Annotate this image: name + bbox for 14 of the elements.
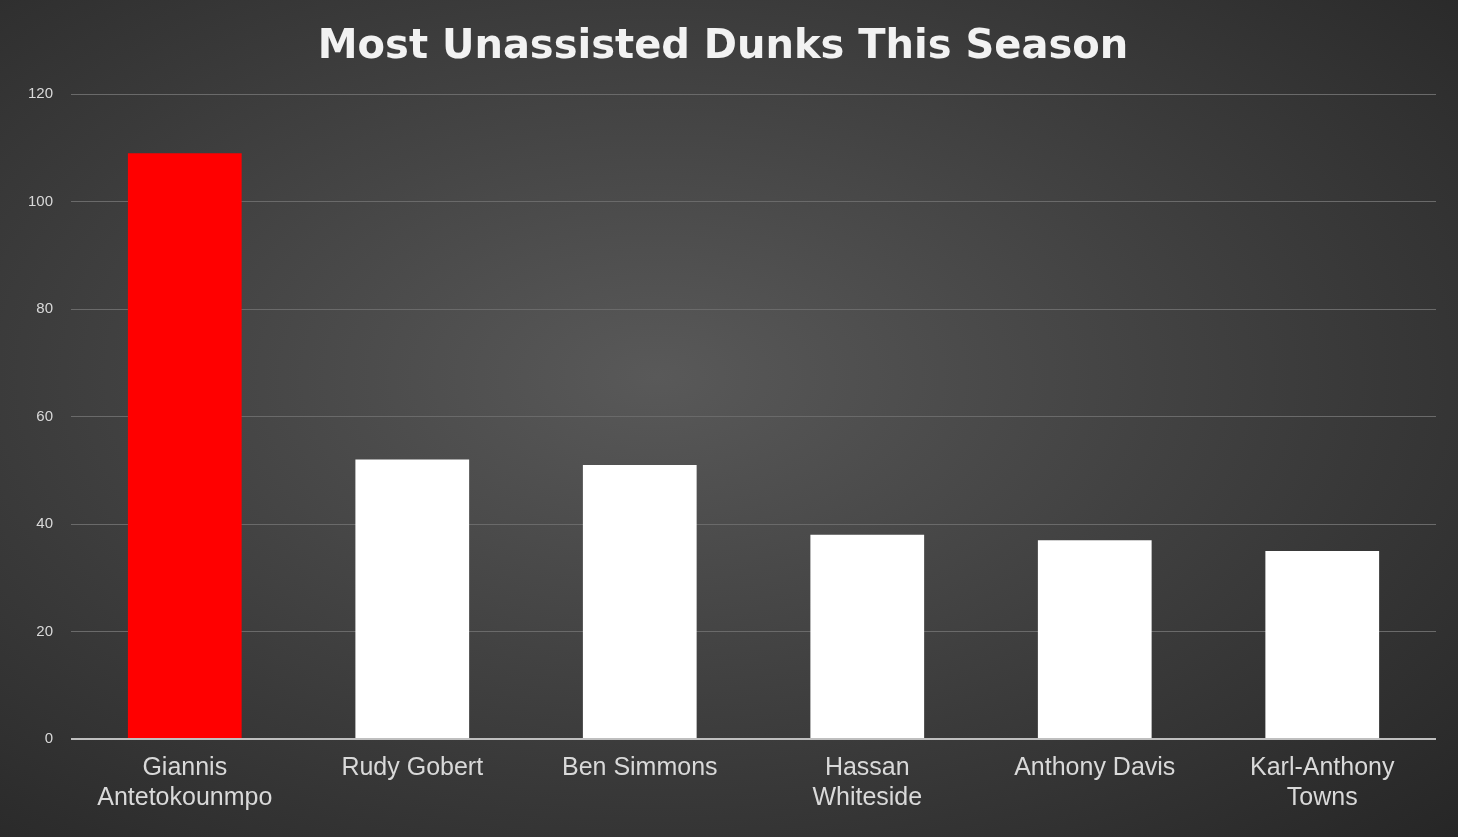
y-tick-label: 40 (36, 514, 54, 532)
y-tick-label: 0 (44, 729, 54, 747)
y-tick-label: 100 (28, 191, 54, 209)
y-tick-label: 80 (36, 299, 54, 317)
x-tick-label: Rudy Gobert (341, 751, 484, 780)
y-tick-label: 60 (36, 406, 54, 424)
y-tick-label: 20 (36, 621, 54, 639)
x-tick-label: Giannis Antetokounmpo (97, 751, 273, 810)
y-tick-label: 120 (28, 84, 54, 102)
x-tick-label: Ben Simmons (561, 751, 718, 780)
x-tick-label: Karl-Anthony Towns (1249, 751, 1396, 810)
x-tick-label: Anthony Davis (1014, 751, 1176, 780)
chart-title: Most Unassisted Dunks This Season (317, 21, 1129, 68)
x-tick-label: Hassan Whiteside (812, 751, 923, 810)
